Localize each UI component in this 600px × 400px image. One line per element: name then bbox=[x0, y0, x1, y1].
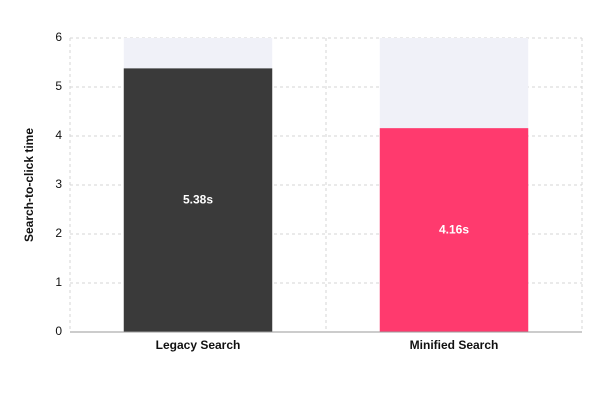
y-tick-label: 4 bbox=[55, 128, 62, 142]
value-label: 4.16s bbox=[439, 222, 469, 236]
x-tick-label: Minified Search bbox=[410, 338, 499, 352]
y-tick-label: 0 bbox=[55, 324, 62, 338]
y-tick-label: 6 bbox=[55, 30, 62, 44]
bar bbox=[379, 128, 529, 332]
y-tick-label: 2 bbox=[55, 226, 62, 240]
y-tick-label: 5 bbox=[55, 79, 62, 93]
bar bbox=[123, 68, 273, 332]
y-tick-label: 1 bbox=[55, 275, 62, 289]
value-label: 5.38s bbox=[183, 192, 213, 206]
x-tick-label: Legacy Search bbox=[156, 338, 241, 352]
y-axis-label: Search-to-click time bbox=[22, 128, 36, 242]
y-tick-label: 3 bbox=[55, 177, 62, 191]
